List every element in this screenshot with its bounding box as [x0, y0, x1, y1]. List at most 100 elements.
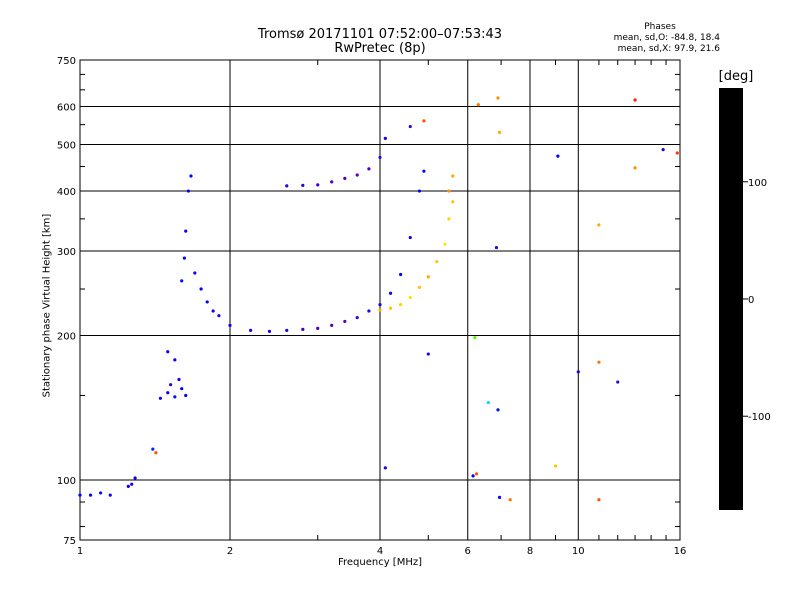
data-point	[228, 323, 232, 327]
data-point	[378, 308, 382, 312]
data-point	[184, 229, 188, 233]
data-point	[355, 315, 359, 320]
data-point	[422, 119, 426, 123]
data-point	[186, 189, 190, 193]
y-tick-label: 500	[57, 141, 76, 152]
data-point	[173, 358, 177, 362]
data-point	[426, 275, 430, 279]
data-point	[497, 495, 502, 500]
data-point	[408, 235, 412, 240]
data-point	[126, 484, 130, 488]
data-point	[494, 245, 499, 250]
data-point	[508, 498, 512, 502]
data-point	[355, 173, 359, 177]
phase-stats-title: Phases	[644, 22, 676, 32]
data-point	[267, 329, 272, 334]
data-point	[184, 393, 188, 398]
data-point	[99, 491, 103, 495]
colorbar-label: [deg]	[718, 69, 754, 84]
chart-title: Tromsø 20171101 07:52:00–07:53:43	[257, 27, 503, 42]
data-point	[383, 466, 387, 470]
data-point	[443, 242, 447, 246]
x-tick-label: 10	[572, 546, 585, 557]
data-point	[316, 183, 320, 187]
data-point	[88, 493, 93, 497]
data-point	[408, 124, 412, 129]
data-point	[154, 451, 158, 455]
data-point	[130, 482, 134, 486]
data-point	[496, 408, 500, 412]
data-point	[476, 103, 480, 107]
y-tick-label: 75	[63, 536, 76, 547]
data-point	[597, 360, 601, 364]
data-point	[435, 260, 439, 264]
colorbar-tick-label: -100	[748, 412, 771, 423]
x-tick-label: 4	[377, 546, 383, 557]
y-tick-label: 600	[57, 103, 76, 114]
data-point	[177, 377, 181, 382]
data-point	[422, 169, 426, 173]
data-point	[158, 396, 163, 400]
data-point	[576, 370, 580, 374]
data-point	[367, 309, 371, 313]
data-point	[133, 476, 137, 480]
data-point	[417, 285, 422, 289]
data-point	[367, 167, 371, 171]
data-point	[182, 256, 186, 260]
y-tick-label: 300	[57, 247, 76, 258]
data-point	[301, 183, 305, 187]
data-point	[249, 328, 253, 332]
y-tick-label: 750	[57, 56, 76, 67]
data-point	[675, 151, 679, 155]
x-axis-label: Frequency [MHz]	[337, 557, 423, 568]
data-point	[180, 387, 184, 391]
data-point	[556, 154, 560, 158]
data-point	[343, 176, 347, 181]
data-point	[473, 336, 477, 340]
data-point	[173, 395, 177, 399]
data-point	[553, 464, 558, 468]
data-point	[633, 98, 637, 102]
y-tick-label: 100	[57, 476, 76, 487]
data-point	[330, 180, 334, 184]
data-point	[285, 184, 289, 188]
data-point	[166, 391, 170, 395]
data-point	[108, 493, 112, 497]
data-point	[343, 319, 347, 324]
data-point	[383, 136, 387, 140]
data-point	[471, 474, 475, 478]
colorbar-tick-label: 0	[748, 295, 754, 306]
phase-stats-x: mean, sd,X: 97.9, 21.6	[617, 44, 720, 54]
data-point	[151, 447, 155, 451]
data-point	[408, 295, 412, 300]
data-point	[597, 223, 601, 227]
data-point	[180, 279, 184, 283]
colorbar	[719, 88, 743, 510]
chart-subtitle: RwPretec (8p)	[334, 41, 426, 56]
data-point	[285, 328, 289, 332]
data-point	[378, 302, 382, 307]
data-point	[330, 323, 334, 327]
x-tick-label: 6	[465, 546, 471, 557]
data-point	[447, 217, 451, 221]
data-point	[451, 200, 455, 204]
data-point	[426, 352, 430, 356]
phase-stats-o: mean, sd,O: -84.8, 18.4	[613, 33, 720, 43]
data-point	[169, 383, 173, 387]
x-tick-label: 1	[77, 546, 83, 557]
data-point	[451, 174, 455, 178]
data-point	[633, 166, 637, 170]
y-tick-label: 400	[57, 187, 76, 198]
x-tick-label: 16	[674, 546, 687, 557]
data-point	[211, 309, 215, 313]
y-tick-label: 200	[57, 332, 76, 343]
data-point	[417, 189, 422, 193]
data-point	[78, 493, 82, 497]
data-point	[388, 291, 393, 295]
data-point	[199, 287, 203, 291]
data-point	[217, 314, 221, 318]
data-point	[497, 130, 502, 134]
data-point	[597, 498, 601, 502]
data-point	[301, 327, 305, 331]
